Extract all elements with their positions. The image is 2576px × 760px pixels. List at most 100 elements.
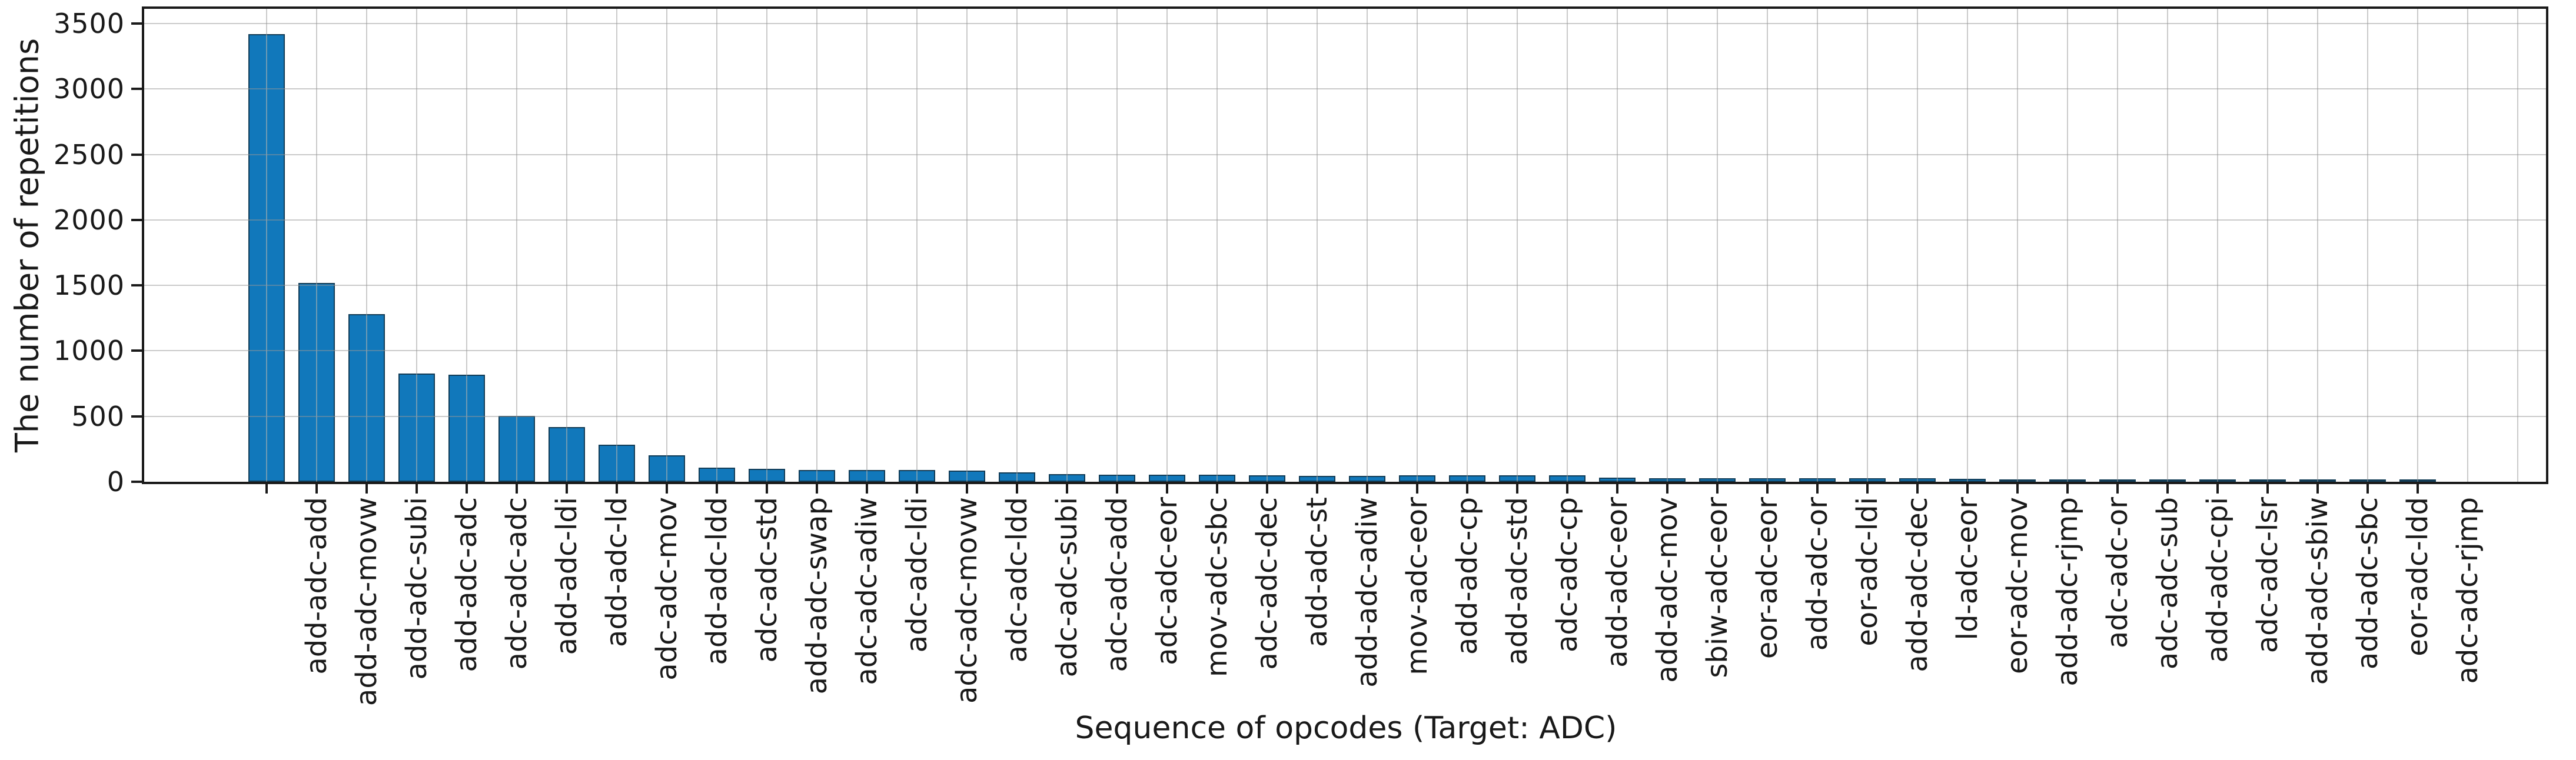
x-gridline (1417, 9, 1418, 482)
x-gridline (2067, 9, 2068, 482)
x-tick-mark (516, 484, 518, 494)
bar-gridline-stripe (1166, 476, 1168, 481)
x-tick-mark (2266, 484, 2269, 494)
bar (849, 470, 885, 482)
x-tick-mark (1216, 484, 1218, 494)
x-tick-label: add-adc-dec (1900, 497, 1934, 672)
x-tick-mark (616, 484, 618, 494)
x-tick-label: adc-adc-eor (1150, 497, 1184, 665)
x-tick-label: adc-adc-std (750, 497, 783, 663)
bar-gridline-stripe (1767, 479, 1768, 481)
y-tick-mark (131, 88, 142, 91)
y-tick-mark (131, 284, 142, 287)
bar (1149, 475, 1185, 482)
y-gridline (144, 350, 2546, 352)
x-tick-label: adc-adc-sub (2150, 497, 2184, 670)
x-gridline (2317, 9, 2318, 482)
x-gridline (816, 9, 817, 482)
bar-gridline-stripe (866, 471, 867, 481)
x-tick-mark (2116, 484, 2119, 494)
x-gridline (566, 9, 567, 482)
x-gridline (2017, 9, 2018, 482)
bar (549, 427, 585, 482)
x-gridline (866, 9, 867, 482)
bar (1849, 478, 1886, 482)
x-gridline (2467, 9, 2468, 482)
bar (498, 416, 535, 482)
x-tick-label: add-adc-swap (800, 497, 833, 695)
x-gridline (1267, 9, 1268, 482)
x-tick-mark (1566, 484, 1568, 494)
x-tick-mark (1966, 484, 1969, 494)
x-tick-mark (1916, 484, 1919, 494)
x-tick-mark (2366, 484, 2369, 494)
x-tick-mark (766, 484, 768, 494)
bar (1199, 475, 1235, 482)
x-tick-mark (1166, 484, 1168, 494)
bar-gridline-stripe (1066, 475, 1068, 481)
y-tick-label: 2500 (53, 138, 125, 171)
x-tick-label: mov-adc-sbc (1200, 497, 1234, 678)
bar-gridline-stripe (1517, 476, 1518, 481)
bar (1949, 479, 1986, 482)
bar (1249, 475, 1285, 482)
x-tick-mark (2066, 484, 2069, 494)
x-gridline (1767, 9, 1768, 482)
bar (949, 471, 985, 482)
x-tick-label: adc-adc-or (2100, 497, 2134, 649)
x-gridline (1467, 9, 1468, 482)
bar-gridline-stripe (1317, 477, 1318, 481)
x-gridline (516, 9, 517, 482)
x-tick-mark (416, 484, 418, 494)
bar-gridline-stripe (416, 375, 417, 481)
x-tick-mark (1416, 484, 1418, 494)
x-tick-mark (365, 484, 368, 494)
y-tick-mark (131, 349, 142, 352)
bar (1799, 478, 1836, 482)
x-gridline (1567, 9, 1568, 482)
x-gridline (1367, 9, 1368, 482)
x-tick-mark (816, 484, 818, 494)
x-gridline (2517, 9, 2518, 482)
x-tick-mark (566, 484, 568, 494)
x-tick-mark (2316, 484, 2319, 494)
bar (799, 470, 835, 482)
bar-gridline-stripe (466, 376, 467, 481)
y-tick-mark (131, 22, 142, 25)
x-tick-mark (2016, 484, 2019, 494)
x-tick-label: adc-adc-ldi (900, 497, 933, 653)
x-tick-label: adc-adc-ldd (1000, 497, 1033, 663)
y-tick-mark (131, 481, 142, 483)
bar (1449, 475, 1485, 482)
x-tick-label: adc-adc-rjmp (2451, 497, 2484, 684)
x-tick-label: add-adc-movw (350, 497, 383, 706)
x-tick-label: adc-adc-movw (950, 497, 983, 704)
x-tick-label: add-adc-ld (600, 497, 633, 648)
x-tick-mark (1366, 484, 1368, 494)
x-tick-label: add-adc-cp (1450, 497, 1484, 655)
x-gridline (1116, 9, 1118, 482)
bar (899, 470, 935, 482)
x-gridline (1317, 9, 1318, 482)
x-gridline (1216, 9, 1218, 482)
y-tick-label: 1000 (53, 335, 125, 367)
bar (2099, 479, 2136, 482)
x-tick-label: add-adc-ldd (700, 497, 733, 665)
x-tick-mark (1066, 484, 1068, 494)
bar (699, 468, 735, 482)
x-tick-label: eor-adc-ldi (1850, 497, 1884, 646)
bar-gridline-stripe (816, 471, 817, 481)
x-gridline (1066, 9, 1068, 482)
x-tick-label: eor-adc-eor (1750, 497, 1784, 659)
bar-gridline-stripe (1567, 476, 1568, 481)
bar (1299, 476, 1335, 482)
x-gridline (1817, 9, 1818, 482)
x-tick-label: adc-adc-add (1100, 497, 1134, 672)
bar-gridline-stripe (916, 471, 918, 481)
bar-gridline-stripe (1467, 476, 1468, 481)
bar-gridline-stripe (1817, 479, 1818, 481)
bar (348, 314, 385, 482)
x-tick-mark (866, 484, 868, 494)
x-tick-label: adc-adc-adc (500, 497, 533, 670)
